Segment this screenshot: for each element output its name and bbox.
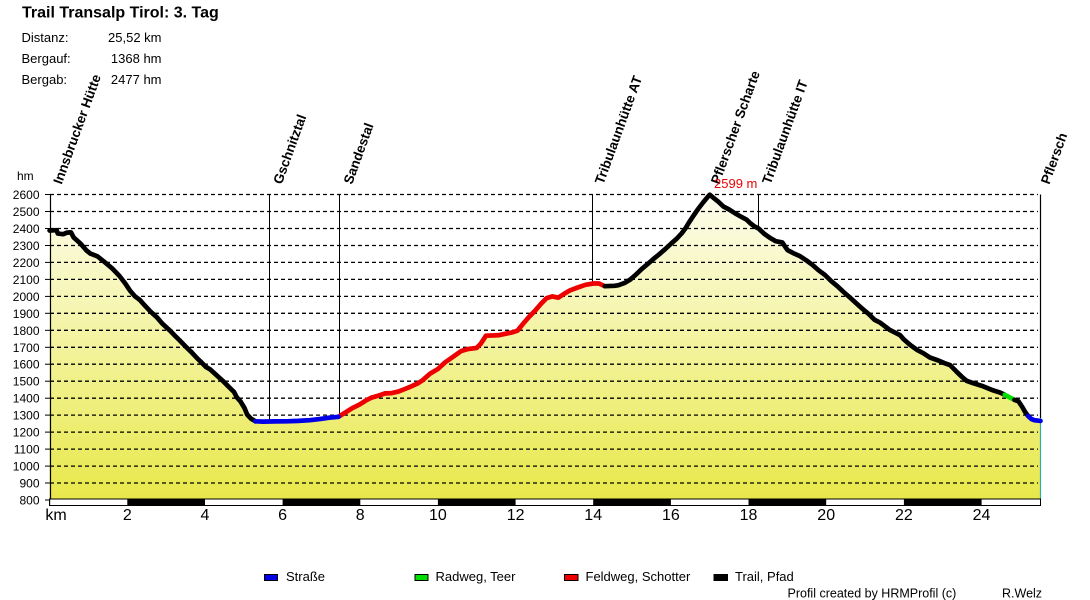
svg-text:2500: 2500 <box>13 205 40 219</box>
svg-text:2000: 2000 <box>13 290 40 304</box>
svg-text:Radweg, Teer: Radweg, Teer <box>436 569 517 584</box>
svg-text:1700: 1700 <box>13 341 40 355</box>
svg-text:hm: hm <box>17 169 34 183</box>
svg-text:1900: 1900 <box>13 307 40 321</box>
svg-text:25,52 km: 25,52 km <box>108 30 161 45</box>
svg-text:2200: 2200 <box>13 256 40 270</box>
svg-text:Tribulaunhütte AT: Tribulaunhütte AT <box>592 73 645 186</box>
svg-text:2100: 2100 <box>13 273 40 287</box>
svg-text:Bergauf:: Bergauf: <box>22 51 71 66</box>
svg-text:1100: 1100 <box>14 443 40 457</box>
svg-text:900: 900 <box>19 477 39 491</box>
svg-text:Profil created by HRMProfil (c: Profil created by HRMProfil (c) <box>788 587 957 600</box>
svg-text:2400: 2400 <box>13 222 40 236</box>
svg-text:Straße: Straße <box>286 569 325 584</box>
svg-text:22: 22 <box>895 507 913 524</box>
svg-text:800: 800 <box>19 494 39 508</box>
svg-text:6: 6 <box>278 507 287 524</box>
svg-text:R.Welz: R.Welz <box>1002 587 1042 600</box>
svg-text:Bergab:: Bergab: <box>22 72 68 87</box>
svg-text:16: 16 <box>662 507 680 524</box>
svg-text:2477 hm: 2477 hm <box>111 72 162 87</box>
svg-text:Pflerscher Scharte: Pflerscher Scharte <box>708 68 763 186</box>
svg-text:Tribulaunhütte IT: Tribulaunhütte IT <box>759 77 811 186</box>
svg-text:km: km <box>45 507 66 524</box>
svg-text:1200: 1200 <box>13 426 40 440</box>
svg-text:12: 12 <box>507 507 525 524</box>
svg-text:Sandestal: Sandestal <box>341 121 377 186</box>
svg-text:Gschnitztal: Gschnitztal <box>270 113 309 187</box>
svg-text:Innsbrucker Hütte: Innsbrucker Hütte <box>50 72 104 186</box>
svg-text:1400: 1400 <box>13 392 40 406</box>
svg-text:1000: 1000 <box>13 460 40 474</box>
svg-text:Pflersch: Pflersch <box>1038 131 1070 186</box>
svg-text:2600: 2600 <box>13 188 40 202</box>
svg-text:20: 20 <box>817 507 835 524</box>
svg-text:Trail Transalp Tirol: 3. Tag: Trail Transalp Tirol: 3. Tag <box>22 5 219 22</box>
svg-text:8: 8 <box>356 507 365 524</box>
svg-text:2599 m: 2599 m <box>714 176 757 191</box>
svg-text:4: 4 <box>200 507 209 524</box>
svg-text:2300: 2300 <box>13 239 40 253</box>
svg-text:1368 hm: 1368 hm <box>111 51 162 66</box>
svg-text:Feldweg, Schotter: Feldweg, Schotter <box>586 569 691 584</box>
svg-text:18: 18 <box>740 507 758 524</box>
svg-text:2: 2 <box>123 507 132 524</box>
svg-text:10: 10 <box>429 507 447 524</box>
svg-text:14: 14 <box>584 507 602 524</box>
svg-text:Trail, Pfad: Trail, Pfad <box>735 569 794 584</box>
svg-text:1800: 1800 <box>13 324 40 338</box>
svg-text:1300: 1300 <box>13 409 40 423</box>
svg-text:1500: 1500 <box>13 375 40 389</box>
svg-text:Distanz:: Distanz: <box>22 30 69 45</box>
svg-text:24: 24 <box>973 507 991 524</box>
svg-text:1600: 1600 <box>13 358 40 372</box>
